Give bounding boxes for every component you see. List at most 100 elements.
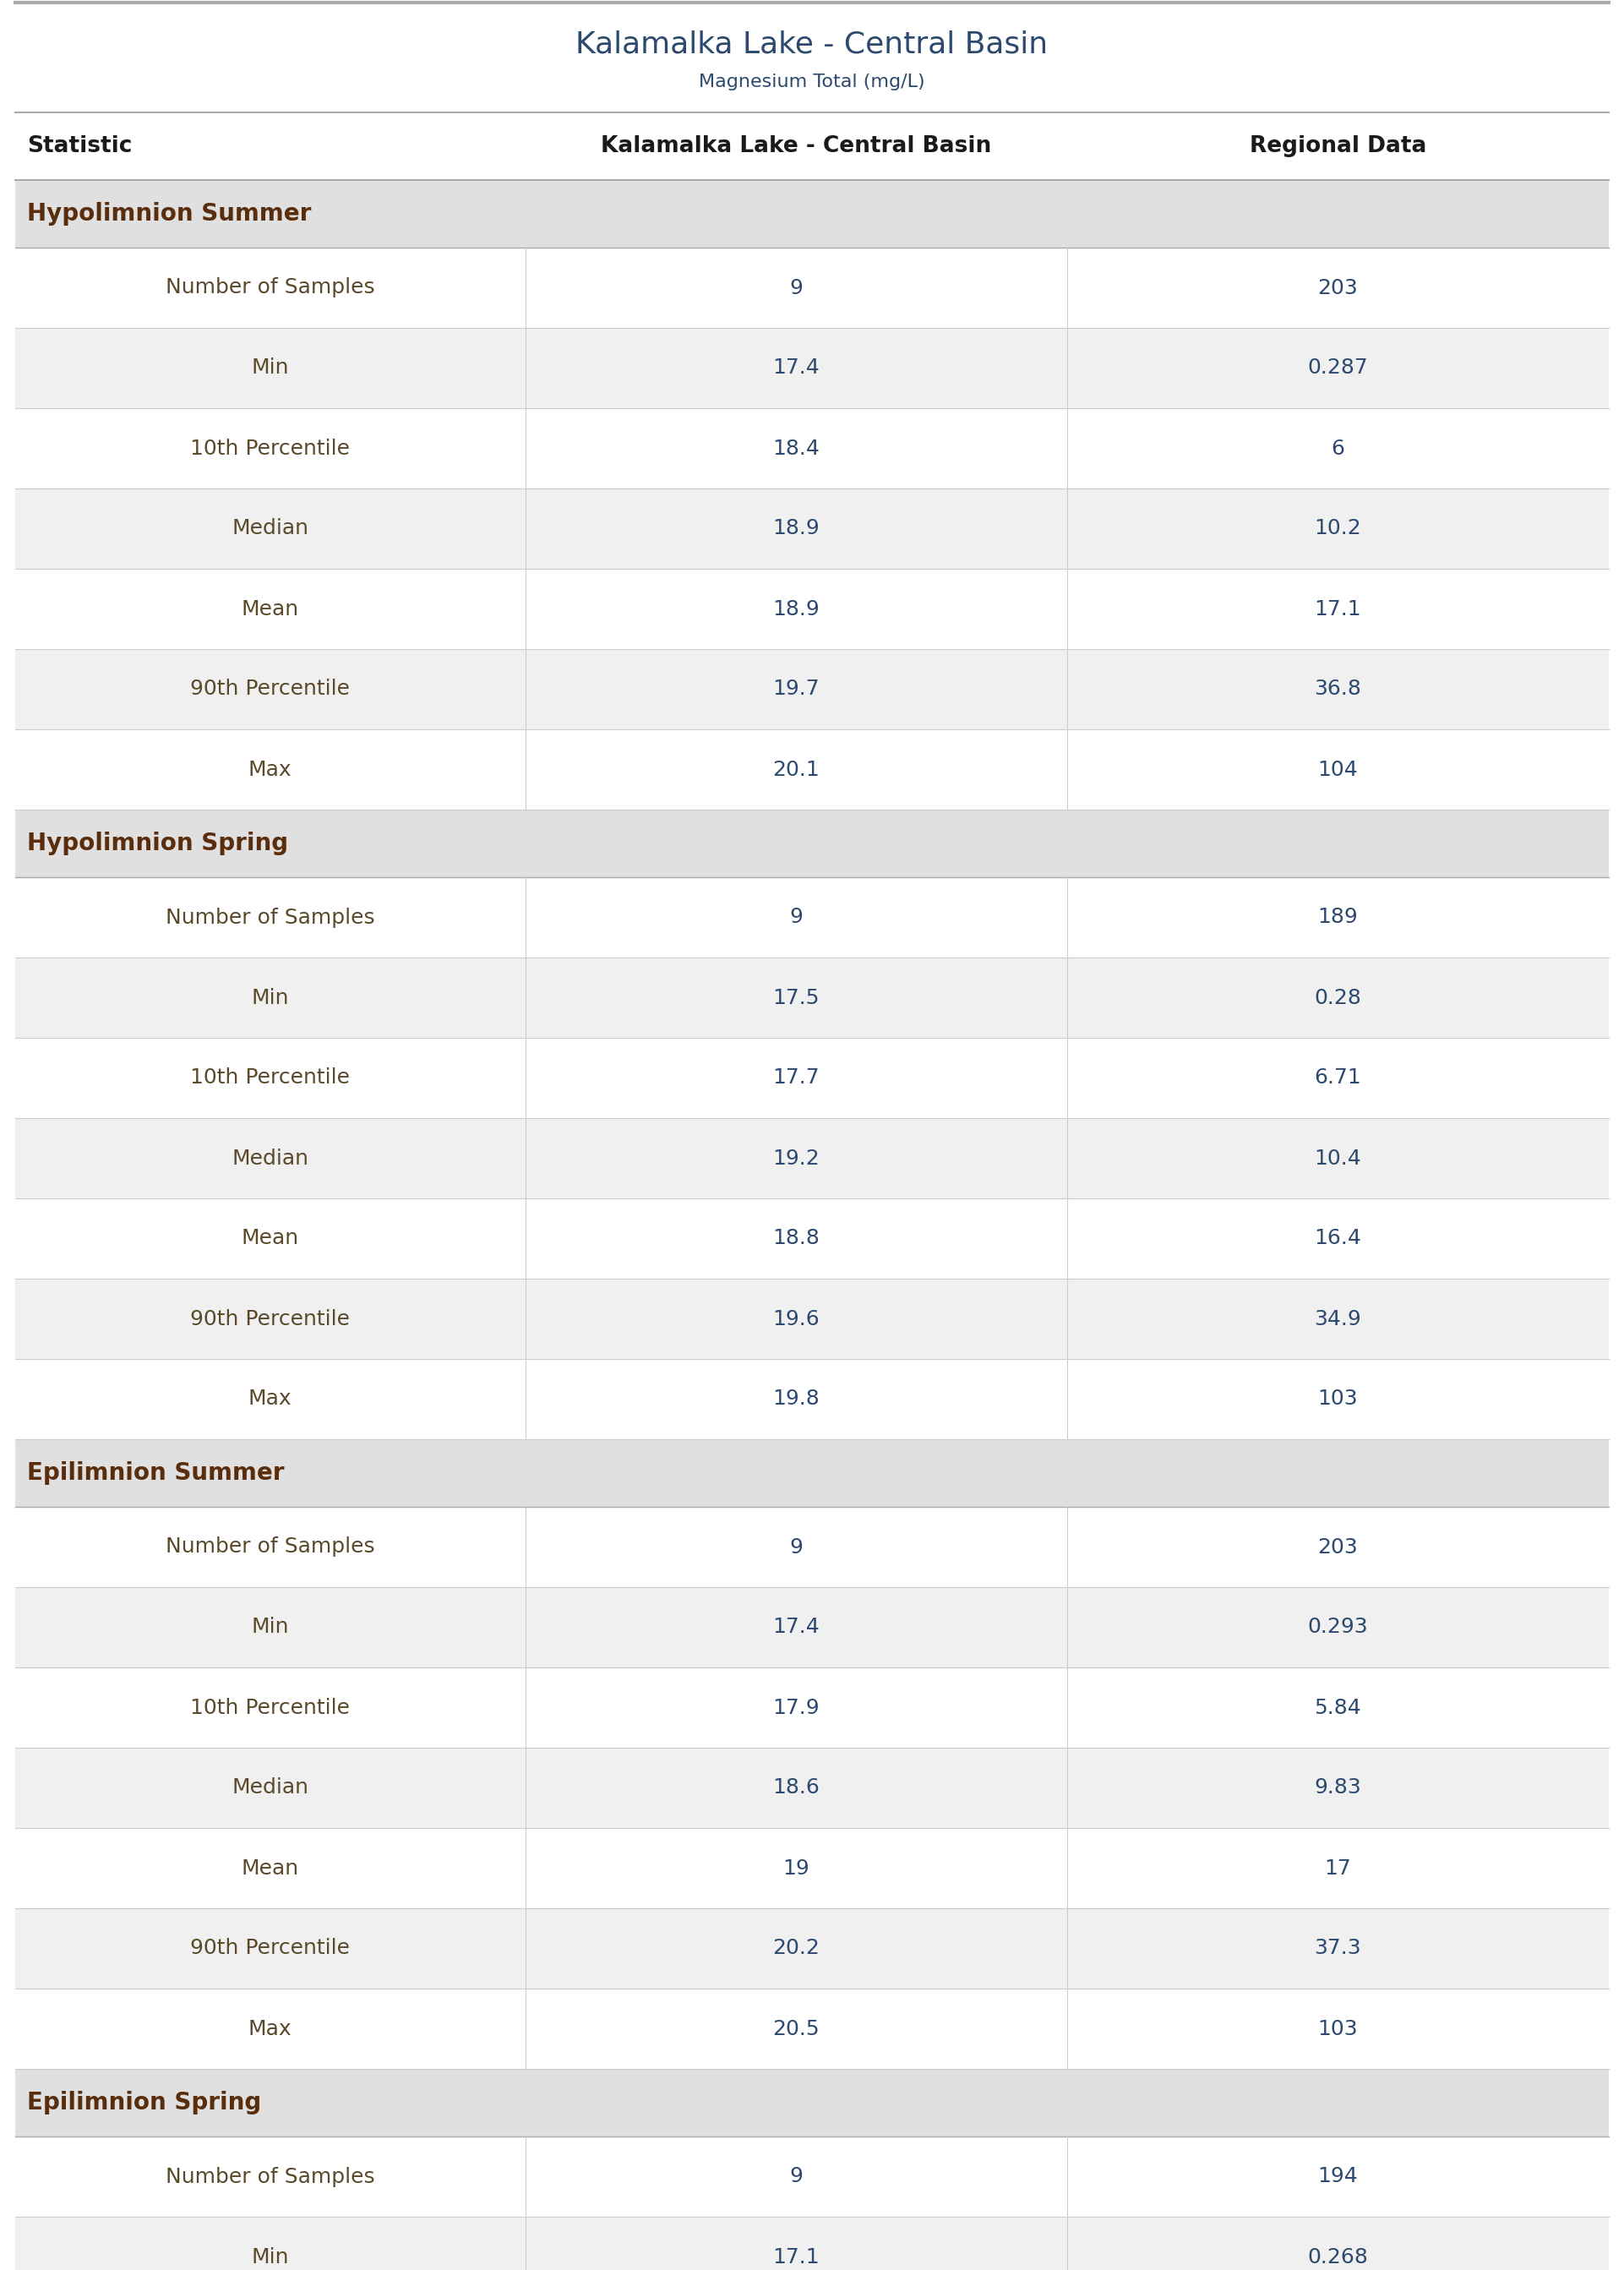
Bar xyxy=(15,1989,1609,2068)
Bar xyxy=(15,1439,1609,1507)
Text: 9.83: 9.83 xyxy=(1314,1777,1361,1798)
Bar xyxy=(15,1668,1609,1748)
Text: Number of Samples: Number of Samples xyxy=(166,908,375,928)
Bar xyxy=(15,179,1609,247)
Text: 37.3: 37.3 xyxy=(1314,1939,1361,1959)
Bar xyxy=(15,2136,1609,2218)
Text: 90th Percentile: 90th Percentile xyxy=(190,1310,351,1328)
Bar xyxy=(15,2068,1609,2136)
Text: 19.7: 19.7 xyxy=(773,679,820,699)
Bar xyxy=(15,2218,1609,2270)
Text: Hypolimnion Spring: Hypolimnion Spring xyxy=(28,831,287,856)
Bar xyxy=(15,247,1609,327)
Text: 9: 9 xyxy=(789,277,802,297)
Text: Kalamalka Lake - Central Basin: Kalamalka Lake - Central Basin xyxy=(577,30,1047,59)
Text: Magnesium Total (mg/L): Magnesium Total (mg/L) xyxy=(698,73,926,91)
Text: Max: Max xyxy=(248,2018,292,2038)
Text: 5.84: 5.84 xyxy=(1314,1698,1361,1718)
Text: 6.71: 6.71 xyxy=(1314,1067,1361,1087)
Text: 19: 19 xyxy=(783,1859,809,1877)
Text: 36.8: 36.8 xyxy=(1314,679,1361,699)
Bar xyxy=(15,1587,1609,1668)
Text: 0.293: 0.293 xyxy=(1307,1616,1367,1637)
Bar xyxy=(15,1909,1609,1989)
Bar xyxy=(15,958,1609,1037)
Text: 10.2: 10.2 xyxy=(1314,518,1361,538)
Text: Epilimnion Spring: Epilimnion Spring xyxy=(28,2091,261,2113)
Bar xyxy=(15,1199,1609,1278)
Bar xyxy=(15,409,1609,488)
Bar xyxy=(15,1037,1609,1119)
Text: Mean: Mean xyxy=(242,1228,299,1249)
Bar xyxy=(15,649,1609,729)
Text: 17.1: 17.1 xyxy=(773,2247,820,2268)
Bar xyxy=(15,1748,1609,1827)
Bar xyxy=(15,1827,1609,1909)
Bar xyxy=(15,1507,1609,1587)
Text: Min: Min xyxy=(252,987,289,1008)
Bar xyxy=(15,2,1609,114)
Text: 19.2: 19.2 xyxy=(773,1149,820,1169)
Text: 17.9: 17.9 xyxy=(773,1698,820,1718)
Text: 0.28: 0.28 xyxy=(1314,987,1361,1008)
Text: Min: Min xyxy=(252,2247,289,2268)
Text: Median: Median xyxy=(232,518,309,538)
Text: 19.8: 19.8 xyxy=(773,1389,820,1410)
Bar xyxy=(15,488,1609,570)
Text: 17: 17 xyxy=(1325,1859,1351,1877)
Text: Max: Max xyxy=(248,760,292,779)
Text: 17.7: 17.7 xyxy=(773,1067,820,1087)
Text: 17.4: 17.4 xyxy=(773,1616,820,1637)
Bar xyxy=(15,114,1609,179)
Text: 90th Percentile: 90th Percentile xyxy=(190,679,351,699)
Text: Max: Max xyxy=(248,1389,292,1410)
Text: 103: 103 xyxy=(1317,1389,1358,1410)
Text: 0.268: 0.268 xyxy=(1307,2247,1369,2268)
Text: Min: Min xyxy=(252,359,289,379)
Text: 189: 189 xyxy=(1317,908,1358,928)
Text: 10.4: 10.4 xyxy=(1314,1149,1361,1169)
Text: Mean: Mean xyxy=(242,1859,299,1877)
Text: Number of Samples: Number of Samples xyxy=(166,277,375,297)
Bar xyxy=(15,1278,1609,1360)
Text: Epilimnion Summer: Epilimnion Summer xyxy=(28,1462,284,1485)
Text: Median: Median xyxy=(232,1777,309,1798)
Text: 103: 103 xyxy=(1317,2018,1358,2038)
Text: 19.6: 19.6 xyxy=(773,1310,820,1328)
Text: 203: 203 xyxy=(1317,1537,1358,1557)
Text: 9: 9 xyxy=(789,1537,802,1557)
Text: Mean: Mean xyxy=(242,599,299,620)
Text: 18.9: 18.9 xyxy=(773,518,820,538)
Text: 10th Percentile: 10th Percentile xyxy=(190,1698,351,1718)
Text: 9: 9 xyxy=(789,908,802,928)
Bar xyxy=(15,810,1609,876)
Text: 90th Percentile: 90th Percentile xyxy=(190,1939,351,1959)
Text: 18.8: 18.8 xyxy=(773,1228,820,1249)
Text: 20.5: 20.5 xyxy=(773,2018,820,2038)
Bar xyxy=(15,327,1609,409)
Text: 20.2: 20.2 xyxy=(773,1939,820,1959)
Text: 0.287: 0.287 xyxy=(1307,359,1367,379)
Text: 17.5: 17.5 xyxy=(773,987,820,1008)
Text: Min: Min xyxy=(252,1616,289,1637)
Text: 20.1: 20.1 xyxy=(773,760,820,779)
Text: Statistic: Statistic xyxy=(28,136,132,157)
Text: 6: 6 xyxy=(1332,438,1345,459)
Text: 16.4: 16.4 xyxy=(1314,1228,1361,1249)
Text: 10th Percentile: 10th Percentile xyxy=(190,1067,351,1087)
Text: Median: Median xyxy=(232,1149,309,1169)
Text: Number of Samples: Number of Samples xyxy=(166,1537,375,1557)
Text: 9: 9 xyxy=(789,2166,802,2186)
Text: 18.9: 18.9 xyxy=(773,599,820,620)
Text: 17.4: 17.4 xyxy=(773,359,820,379)
Text: 34.9: 34.9 xyxy=(1314,1310,1361,1328)
Bar xyxy=(15,1360,1609,1439)
Text: 203: 203 xyxy=(1317,277,1358,297)
Text: 18.6: 18.6 xyxy=(773,1777,820,1798)
Bar xyxy=(15,729,1609,810)
Text: 18.4: 18.4 xyxy=(773,438,820,459)
Text: Hypolimnion Summer: Hypolimnion Summer xyxy=(28,202,312,225)
Text: 194: 194 xyxy=(1317,2166,1358,2186)
Bar xyxy=(15,1119,1609,1199)
Text: 17.1: 17.1 xyxy=(1314,599,1361,620)
